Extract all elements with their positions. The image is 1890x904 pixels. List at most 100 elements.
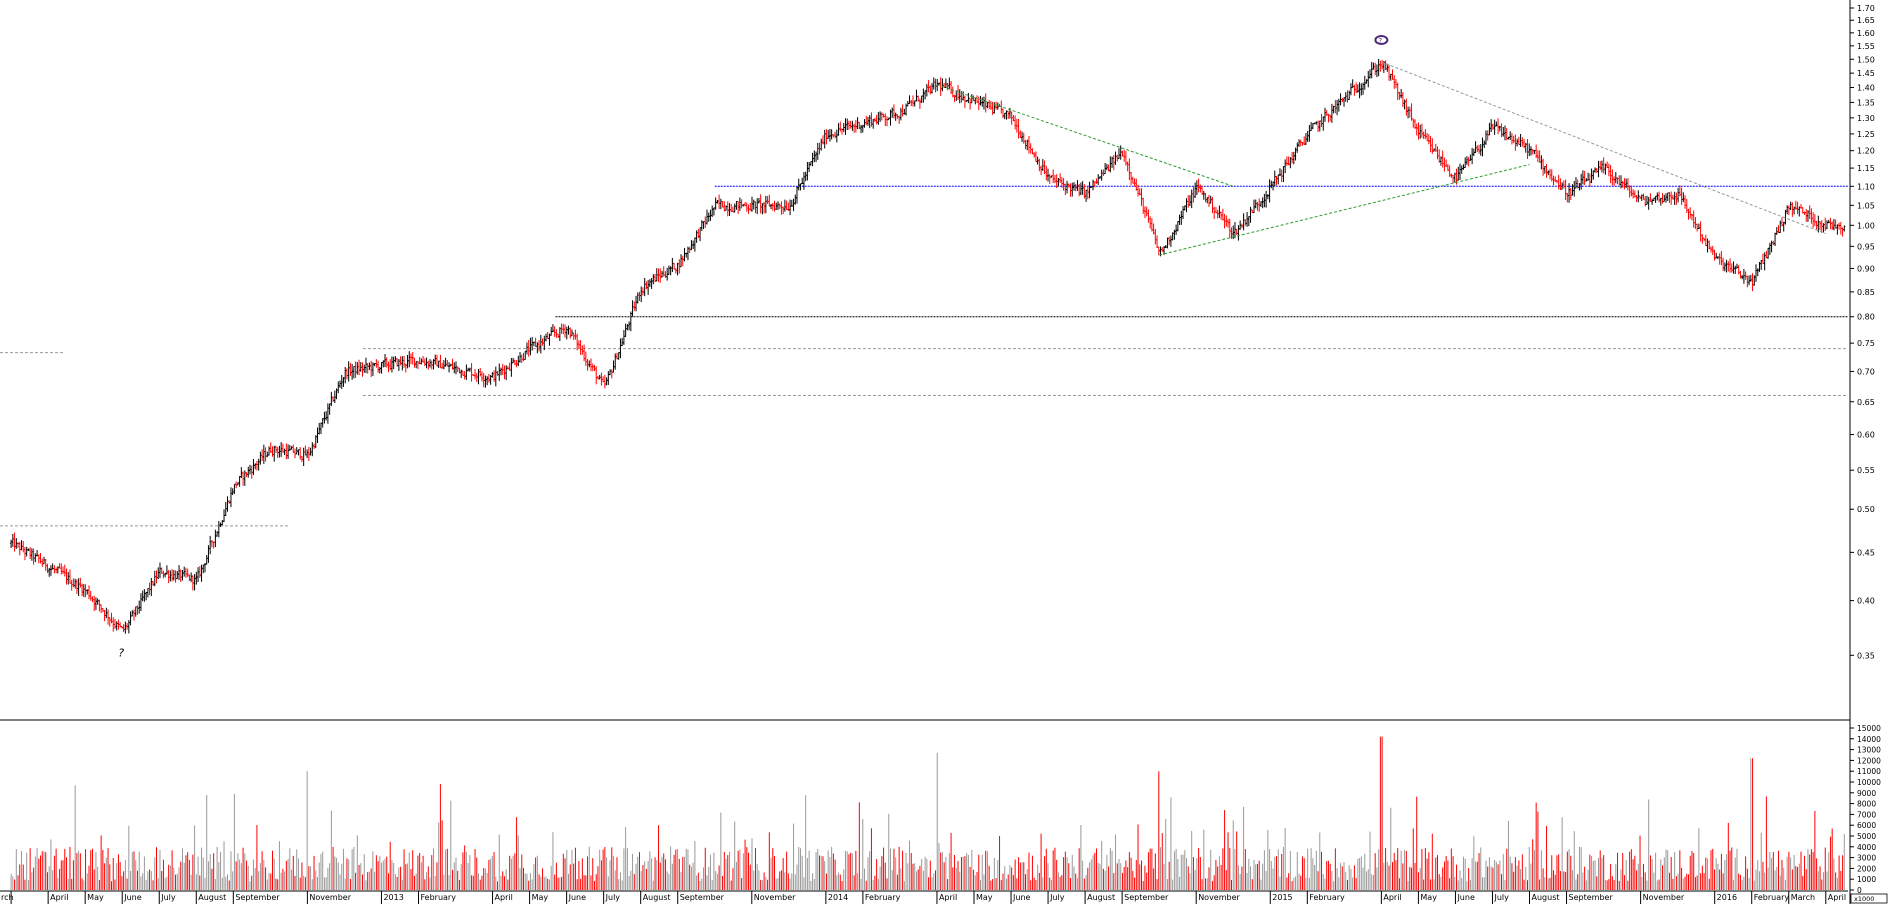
- time-tick-label: November: [754, 893, 796, 902]
- price-tick-label: 0.90: [1857, 264, 1875, 273]
- price-tick-label: 1.25: [1857, 130, 1875, 139]
- price-tick-label: 1.20: [1857, 147, 1875, 156]
- time-tick-label: May: [532, 893, 549, 902]
- price-tick-label: 0.80: [1857, 313, 1875, 322]
- time-tick-label: March: [1791, 893, 1815, 902]
- time-tick-label: May: [976, 893, 993, 902]
- volume-tick-label: 0: [1857, 886, 1862, 895]
- volume-bars: [10, 736, 1845, 890]
- price-tick-label: 1.70: [1857, 4, 1875, 13]
- price-reference-lines: [0, 185, 1848, 527]
- time-tick-label: April: [1383, 893, 1401, 902]
- peak-marker-label: ?: [1378, 37, 1382, 45]
- volume-tick-label: 15000: [1857, 724, 1881, 733]
- time-tick-label: February: [420, 893, 456, 902]
- time-tick-label: May: [87, 893, 104, 902]
- time-tick-label: July: [605, 893, 621, 902]
- time-tick-label: September: [235, 893, 280, 902]
- time-tick-label: June: [1456, 893, 1475, 902]
- volume-tick-label: 10000: [1857, 778, 1881, 787]
- volume-scale-label: x1000: [1854, 895, 1874, 903]
- volume-tick-label: 9000: [1857, 789, 1876, 798]
- time-tick-label: June: [568, 893, 587, 902]
- time-tick-label: 2014: [828, 893, 848, 902]
- price-axis: 1.70 1.65 1.60 1.55 1.50 1.45 1.40 1.35 1.30 1.25…: [1850, 4, 1875, 660]
- volume-tick-label: 8000: [1857, 800, 1876, 809]
- volume-tick-label: 14000: [1857, 735, 1881, 744]
- price-tick-label: 0.40: [1857, 597, 1875, 606]
- time-tick-label: June: [1012, 893, 1030, 902]
- price-tick-label: 1.45: [1857, 69, 1875, 78]
- time-tick-label: April: [50, 893, 68, 902]
- price-tick-label: 0.60: [1857, 431, 1875, 440]
- chart-markers: ??: [118, 35, 1389, 660]
- trend-lines: [936, 61, 1826, 256]
- price-tick-label: 0.95: [1857, 242, 1875, 251]
- time-tick-label: May: [1420, 893, 1437, 902]
- volume-panel: 1500014000130001200011000100009000800070…: [10, 724, 1888, 904]
- time-tick-label: August: [1087, 893, 1115, 902]
- price-tick-label: 0.85: [1857, 288, 1875, 297]
- volume-tick-label: 13000: [1857, 746, 1881, 755]
- price-tick-label: 1.00: [1857, 221, 1875, 230]
- price-tick-label: 1.35: [1857, 98, 1875, 107]
- time-tick-label: August: [1532, 893, 1560, 902]
- price-tick-label: 0.75: [1857, 339, 1875, 348]
- volume-tick-label: 6000: [1857, 821, 1876, 830]
- time-tick-label: April: [939, 893, 957, 902]
- volume-axis: 1500014000130001200011000100009000800070…: [1850, 724, 1888, 904]
- time-tick-label: February: [1309, 893, 1345, 902]
- volume-tick-label: 2000: [1857, 864, 1876, 873]
- price-tick-label: 1.40: [1857, 84, 1875, 93]
- trend-line: [1381, 61, 1826, 235]
- volume-tick-label: 1000: [1857, 875, 1876, 884]
- volume-tick-label: 12000: [1857, 756, 1881, 765]
- time-tick-label: rch: [1, 893, 14, 902]
- price-tick-label: 0.65: [1857, 398, 1875, 407]
- time-tick-label: August: [198, 893, 226, 902]
- volume-tick-label: 5000: [1857, 832, 1876, 841]
- price-tick-label: 0.35: [1857, 651, 1875, 660]
- time-tick-label: September: [680, 893, 725, 902]
- volume-tick-label: 3000: [1857, 854, 1876, 863]
- time-tick-label: November: [1643, 893, 1685, 902]
- time-tick-label: July: [160, 893, 176, 902]
- time-axis: rch April May June July August September Novemb…: [0, 890, 1848, 904]
- time-tick-label: February: [1754, 893, 1790, 902]
- price-tick-label: 1.60: [1857, 29, 1875, 38]
- time-tick-label: September: [1124, 893, 1169, 902]
- time-tick-label: April: [1828, 893, 1846, 902]
- time-tick-label: November: [1198, 893, 1240, 902]
- low-marker: ?: [118, 647, 124, 660]
- time-tick-label: November: [309, 893, 351, 902]
- price-tick-label: 1.30: [1857, 114, 1875, 123]
- price-tick-label: 0.70: [1857, 367, 1875, 376]
- volume-tick-label: 4000: [1857, 843, 1876, 852]
- time-tick-label: 2013: [383, 893, 403, 902]
- price-tick-label: 1.50: [1857, 55, 1875, 64]
- time-tick-label: July: [1493, 893, 1509, 902]
- volume-scale-box: [1850, 893, 1888, 904]
- price-panel: 1.70 1.65 1.60 1.55 1.50 1.45 1.40 1.35 1.30 1.25…: [0, 4, 1875, 660]
- price-tick-label: 0.50: [1857, 505, 1875, 514]
- time-tick-label: August: [643, 893, 671, 902]
- volume-tick-label: 11000: [1857, 767, 1881, 776]
- time-tick-label: 2015: [1272, 893, 1292, 902]
- price-candles: [10, 58, 1846, 634]
- trend-line: [1159, 164, 1530, 256]
- peak-marker: [1374, 35, 1389, 46]
- price-tick-label: 1.55: [1857, 42, 1875, 51]
- price-tick-label: 1.15: [1857, 164, 1875, 173]
- time-tick-label: July: [1049, 893, 1065, 902]
- time-tick-label: April: [495, 893, 513, 902]
- time-tick-label: September: [1569, 893, 1614, 902]
- time-tick-label: June: [123, 893, 142, 902]
- price-tick-label: 0.55: [1857, 466, 1875, 475]
- time-tick-label: 2016: [1717, 893, 1737, 902]
- trend-line: [936, 84, 1234, 187]
- price-tick-label: 1.10: [1857, 182, 1875, 191]
- price-tick-label: 1.65: [1857, 16, 1875, 25]
- volume-tick-label: 7000: [1857, 810, 1876, 819]
- time-tick-label: February: [865, 893, 901, 902]
